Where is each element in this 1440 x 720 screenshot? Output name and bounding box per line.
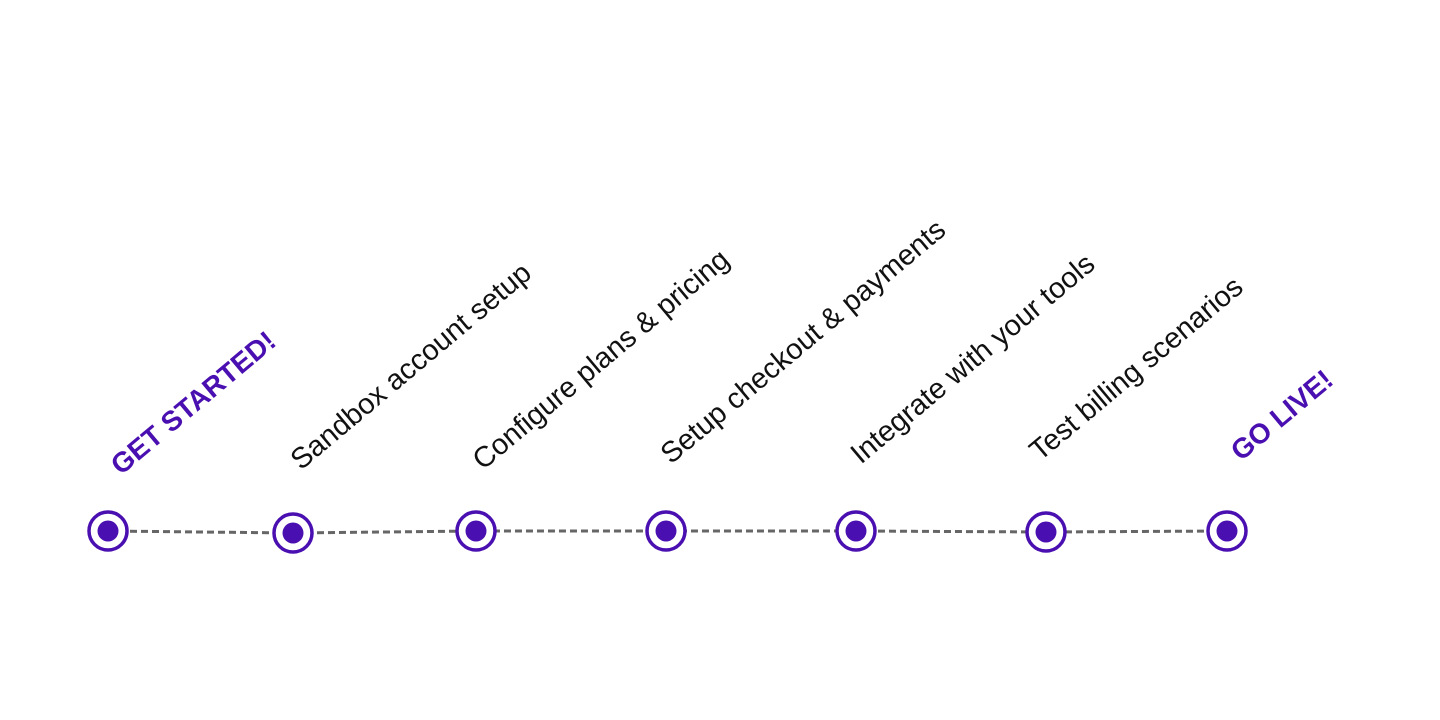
node-dot: [282, 522, 304, 544]
node-dot: [1216, 520, 1238, 542]
timeline-node-test-billing-scenarios: [1025, 511, 1067, 553]
timeline-node-setup-checkout-payments: [645, 510, 687, 552]
timeline-node-sandbox-account-setup: [272, 512, 314, 554]
timeline-node-integrate-with-your-tools: [835, 510, 877, 552]
node-dot: [465, 520, 487, 542]
timeline-nodes: [87, 510, 1248, 554]
timeline-node-configure-plans-pricing: [455, 510, 497, 552]
node-dot: [845, 520, 867, 542]
timeline-node-get-started: [87, 510, 129, 552]
node-dot: [655, 520, 677, 542]
timeline-node-go-live: [1206, 510, 1248, 552]
node-dot: [97, 520, 119, 542]
node-dot: [1035, 521, 1057, 543]
